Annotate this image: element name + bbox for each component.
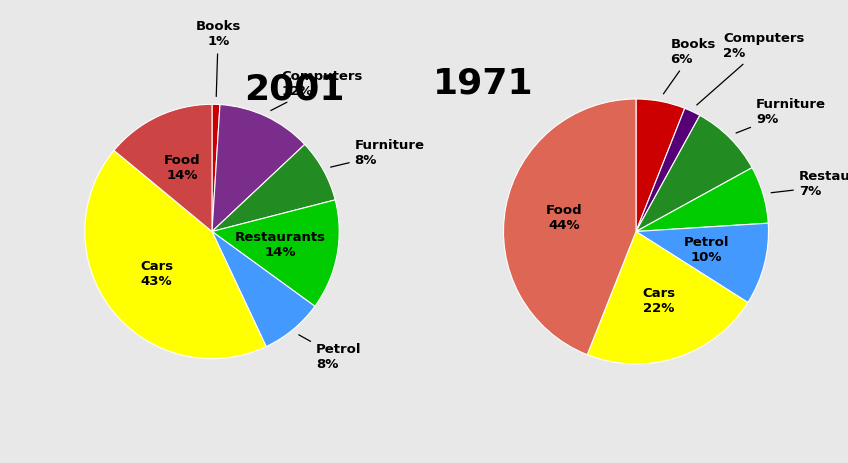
Wedge shape: [85, 150, 266, 359]
Text: Furniture
8%: Furniture 8%: [331, 139, 425, 167]
Text: Cars
43%: Cars 43%: [140, 260, 173, 288]
Text: Food
44%: Food 44%: [546, 204, 583, 232]
Text: Cars
22%: Cars 22%: [642, 287, 675, 315]
Wedge shape: [114, 104, 212, 232]
Wedge shape: [636, 108, 700, 232]
Wedge shape: [587, 232, 748, 364]
Wedge shape: [212, 232, 315, 347]
Text: Food
14%: Food 14%: [164, 154, 200, 182]
Text: Computers
12%: Computers 12%: [271, 70, 363, 111]
Text: Furniture
9%: Furniture 9%: [736, 98, 826, 133]
Text: Petrol
8%: Petrol 8%: [298, 335, 361, 371]
Text: Petrol
10%: Petrol 10%: [683, 236, 729, 263]
Wedge shape: [636, 99, 685, 232]
Wedge shape: [212, 104, 220, 232]
Text: 1971: 1971: [432, 66, 533, 100]
Text: Restaurants
14%: Restaurants 14%: [235, 231, 326, 259]
Text: Restaurants
7%: Restaurants 7%: [771, 170, 848, 198]
Wedge shape: [636, 223, 768, 302]
Wedge shape: [212, 200, 339, 306]
Wedge shape: [636, 115, 752, 232]
Text: Computers
2%: Computers 2%: [697, 31, 805, 105]
Wedge shape: [504, 99, 636, 355]
Wedge shape: [212, 144, 335, 232]
Text: 2001: 2001: [244, 73, 345, 107]
Wedge shape: [636, 168, 768, 232]
Text: Books
6%: Books 6%: [663, 38, 716, 94]
Text: Books
1%: Books 1%: [196, 20, 241, 96]
Wedge shape: [212, 105, 304, 232]
